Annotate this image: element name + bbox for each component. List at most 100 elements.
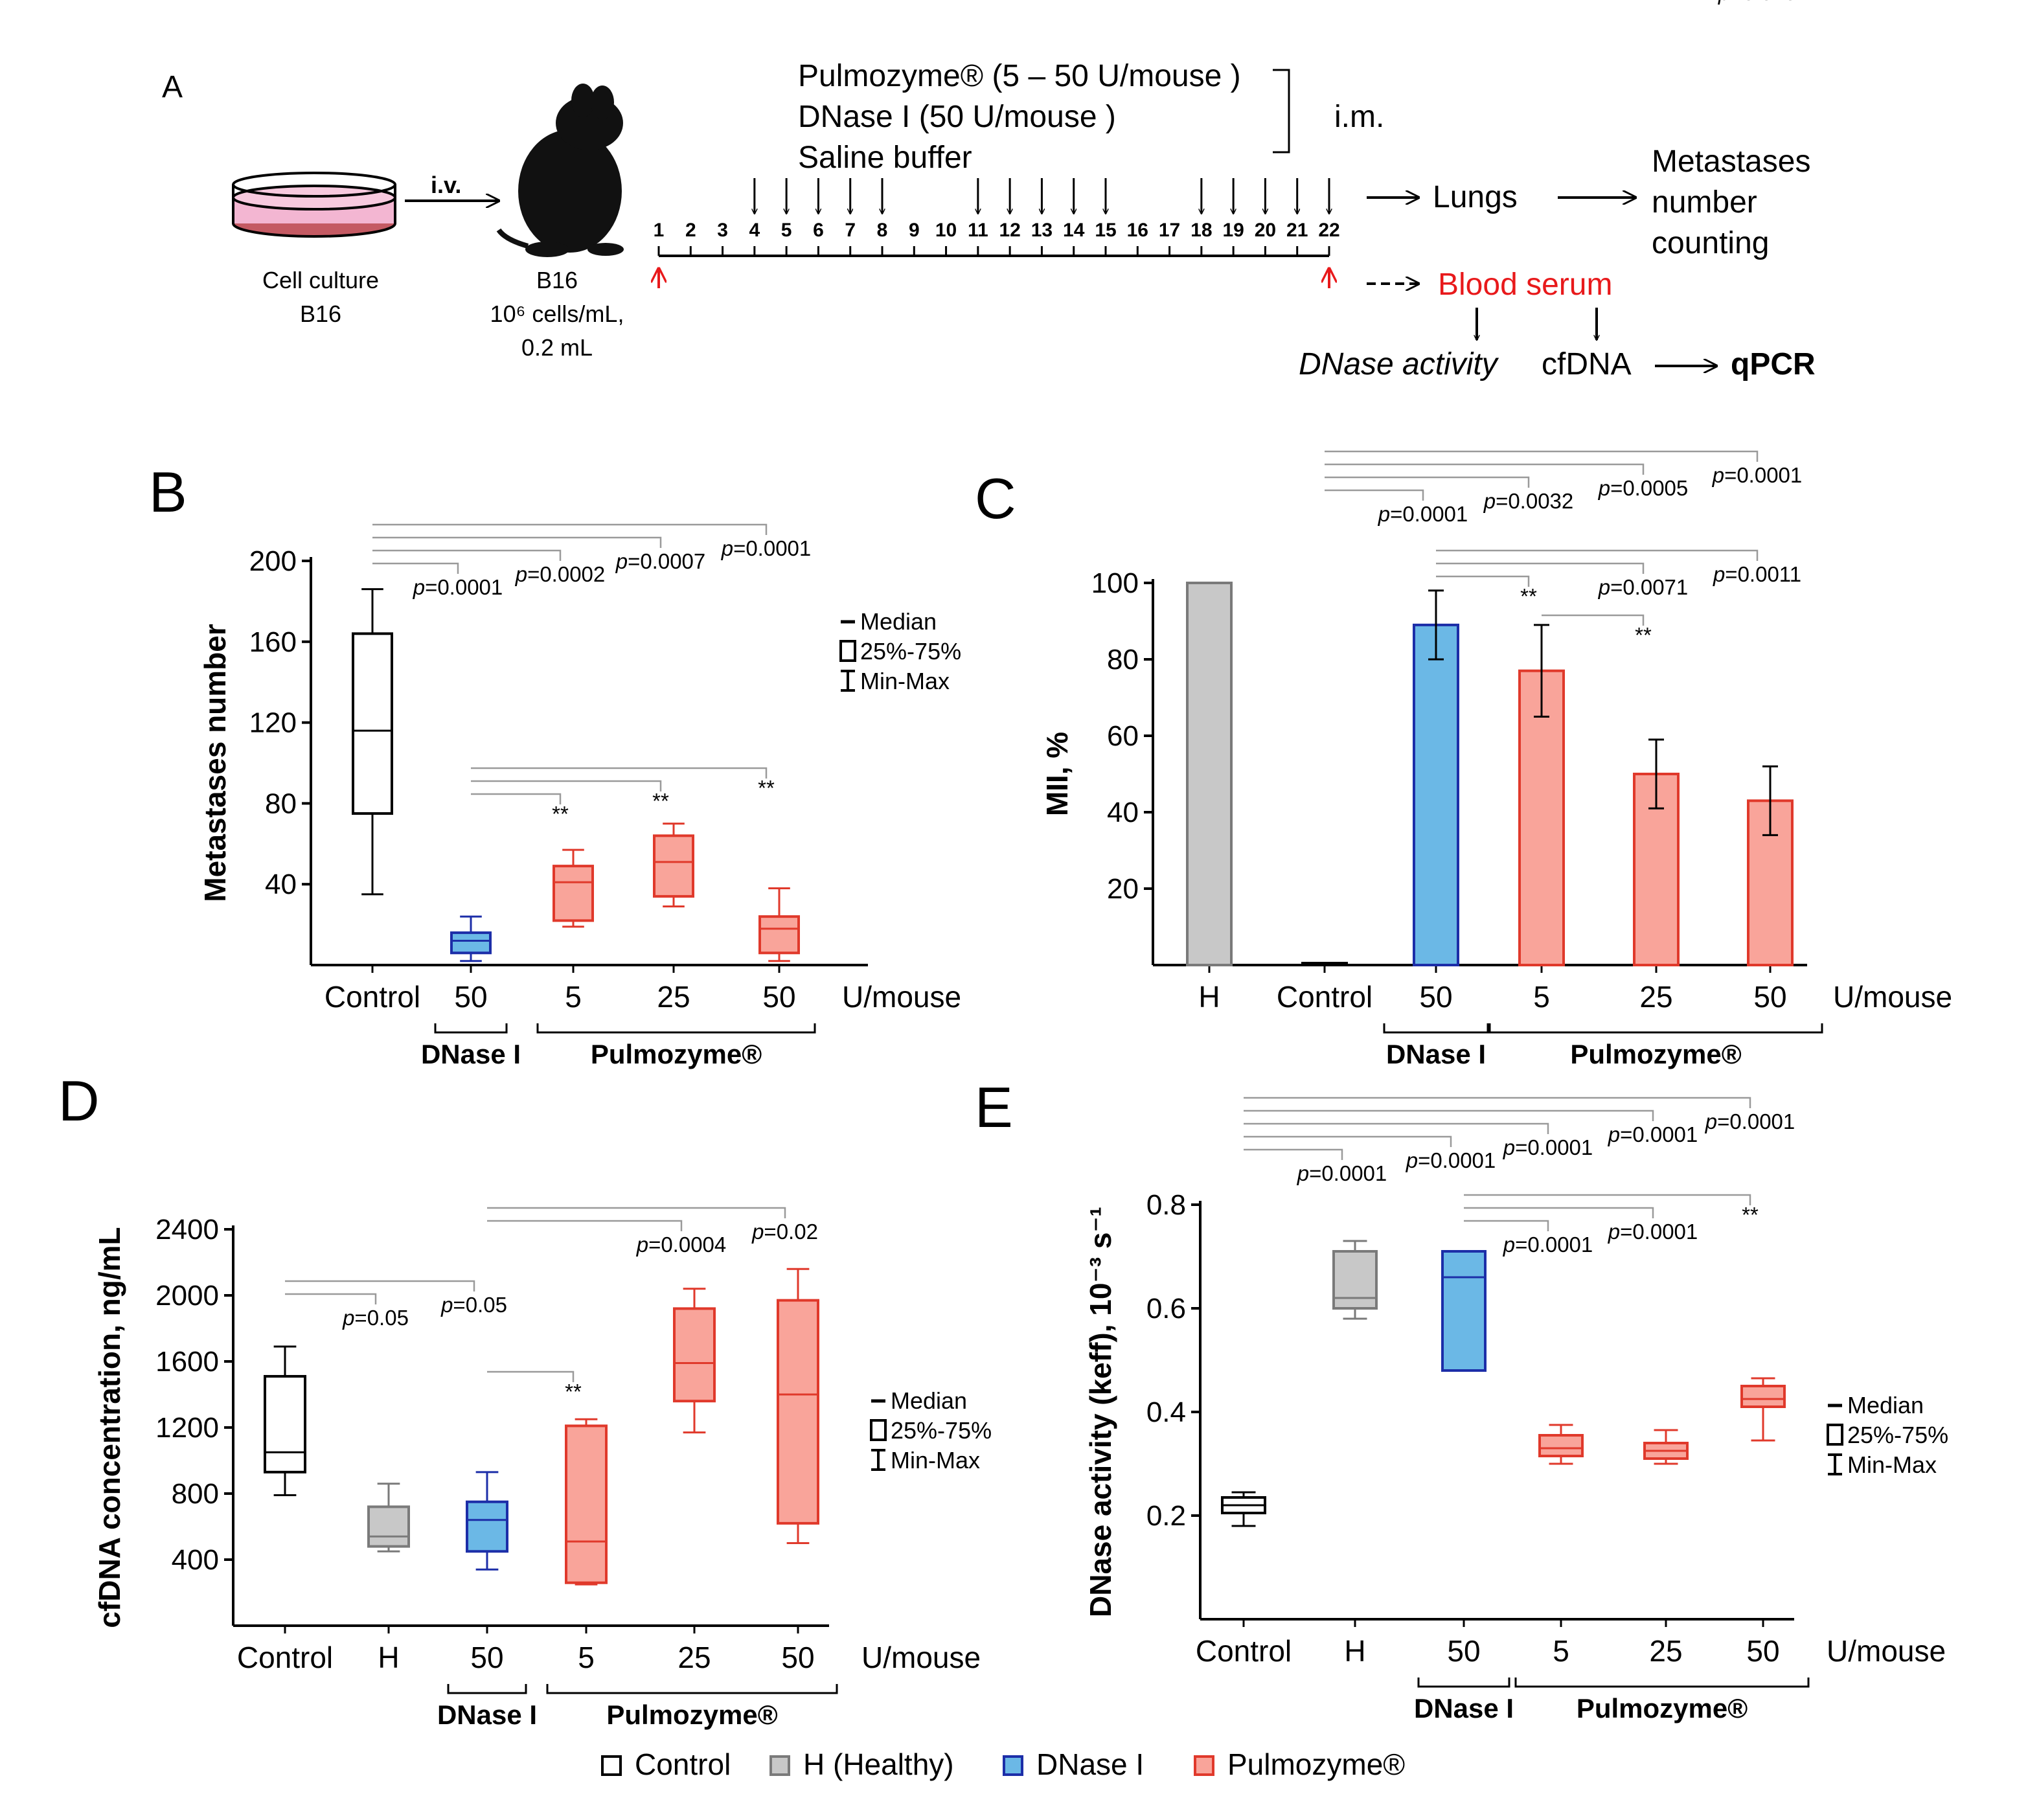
timeline-day-label: 9 xyxy=(909,220,920,241)
treatment-bracket xyxy=(1273,69,1290,154)
comparison-line xyxy=(1325,489,1424,501)
timeline-day-label: 15 xyxy=(1095,220,1116,241)
treatment-saline-label: Saline buffer xyxy=(798,141,972,175)
box-iqr xyxy=(653,834,694,898)
bar xyxy=(1301,962,1348,967)
x-tick-label: 50 xyxy=(781,1641,814,1674)
group-label: Pulmozyme® xyxy=(591,1039,762,1069)
y-tick-label: 80 xyxy=(1107,644,1139,676)
y-tick-label: 60 xyxy=(1107,720,1139,752)
y-tick-label: 0.8 xyxy=(1146,1189,1186,1221)
x-tick-label: Control xyxy=(325,980,420,1014)
x-unit-label: U/mouse xyxy=(1833,980,1952,1014)
comparison-line xyxy=(1436,562,1645,574)
comparison-label: p=0.0005 xyxy=(1598,476,1689,500)
comparison-label: ** xyxy=(552,802,569,826)
legend-median-label: Median xyxy=(860,608,937,635)
group-label: Pulmozyme® xyxy=(606,1700,777,1730)
comparison-line xyxy=(471,793,562,804)
x-tick-label: 5 xyxy=(1553,1634,1569,1668)
comparison-line xyxy=(1464,1207,1654,1218)
metastases-counting-label: counting xyxy=(1652,226,1769,260)
legend-range-swatch xyxy=(841,670,855,692)
timeline-day-label: 19 xyxy=(1222,220,1244,241)
y-tick-label: 2000 xyxy=(155,1280,219,1312)
x-tick-label: H xyxy=(1198,980,1220,1014)
box-iqr xyxy=(450,931,492,955)
cfdna-label: cfDNA xyxy=(1542,347,1632,381)
timeline-day-label: 21 xyxy=(1286,220,1308,241)
x-unit-label: U/mouse xyxy=(842,980,961,1014)
legend-swatch-dnase xyxy=(1003,1755,1023,1776)
y-tick-label: 0.2 xyxy=(1146,1500,1186,1532)
comparison-label: ** xyxy=(1520,584,1537,608)
x-tick-label: 25 xyxy=(1649,1634,1682,1668)
metastases-label: Metastases xyxy=(1652,144,1810,179)
comparison-label: p=0.05 xyxy=(342,1306,409,1330)
x-tick-label: 5 xyxy=(565,980,582,1014)
timeline-day-label: 10 xyxy=(935,220,957,241)
y-tick-label: 0.6 xyxy=(1146,1293,1186,1325)
comparison-label: p=0.0002 xyxy=(515,562,606,586)
y-tick-label: 200 xyxy=(249,545,297,577)
comparison-line xyxy=(1244,1097,1751,1108)
comparison-line xyxy=(372,523,768,535)
timeline-day-label: 3 xyxy=(717,220,728,241)
box-iqr xyxy=(264,1374,306,1473)
box-iqr xyxy=(466,1500,508,1553)
panel-d: D 400 800 1200 1600 2000 2400 Control H 50 5 25 50 U… xyxy=(58,1069,992,1730)
comparison-label: p=0.0001 xyxy=(721,536,812,560)
legend-label-healthy: H (Healthy) xyxy=(803,1747,954,1781)
y-axis-label: Metastases number xyxy=(198,624,232,902)
y-tick-label: 160 xyxy=(249,626,297,658)
legend-label-pulmo: Pulmozyme® xyxy=(1227,1747,1405,1781)
timeline-day-label: 11 xyxy=(968,220,988,241)
x-tick-label: 50 xyxy=(1447,1634,1480,1668)
timeline-day-label: 2 xyxy=(685,220,696,241)
box-iqr xyxy=(1538,1434,1584,1457)
legend-swatch-pulmo xyxy=(1194,1755,1214,1776)
comparison-line xyxy=(1325,463,1645,475)
legend-range-label: Min-Max xyxy=(1847,1451,1937,1478)
group-label: Pulmozyme® xyxy=(1570,1039,1741,1069)
timeline-day-label: 7 xyxy=(845,220,856,241)
x-tick-label: 25 xyxy=(1639,980,1672,1014)
y-tick-label: 40 xyxy=(265,869,297,900)
group-bracket xyxy=(1488,1023,1823,1034)
group-bracket xyxy=(1417,1678,1510,1688)
box-iqr xyxy=(758,915,800,955)
timeline-day-label: 1 xyxy=(654,220,665,241)
y-tick-label: 0.4 xyxy=(1146,1396,1186,1428)
legend-label-control: Control xyxy=(635,1747,731,1781)
legend-range-swatch xyxy=(1828,1453,1842,1475)
x-tick-label: H xyxy=(378,1641,399,1674)
group-bracket xyxy=(1383,1023,1489,1034)
panel-b-letter: B xyxy=(149,460,187,524)
comparison-label: p=0.0011 xyxy=(1713,562,1801,586)
box-iqr xyxy=(1441,1250,1487,1372)
blood-serum-label: Blood serum xyxy=(1438,267,1612,302)
y-tick-label: 120 xyxy=(249,707,297,739)
x-tick-label: Control xyxy=(237,1641,333,1674)
b16-cells-label: 10⁶ cells/mL, xyxy=(490,301,624,327)
comparison-line xyxy=(1244,1135,1452,1147)
x-tick-label: 50 xyxy=(1746,1634,1779,1668)
legend-median-label: Median xyxy=(891,1387,967,1414)
mouse-icon xyxy=(496,84,624,257)
bar xyxy=(1518,669,1565,966)
box-iqr xyxy=(777,1299,819,1525)
comparison-line xyxy=(1436,575,1530,587)
bar xyxy=(1633,773,1680,966)
comparison-line xyxy=(1542,614,1645,626)
timeline-day-label: 12 xyxy=(999,220,1020,241)
group-bracket xyxy=(447,1684,527,1694)
comparison-line xyxy=(1325,450,1759,462)
legend-swatch-control xyxy=(601,1755,622,1776)
b16-volume-label: 0.2 mL xyxy=(521,334,593,361)
comparison-label: p=0.0004 xyxy=(636,1233,727,1257)
box-iqr xyxy=(1740,1385,1786,1408)
panel-e-letter: E xyxy=(975,1075,1013,1139)
group-bracket xyxy=(434,1023,508,1034)
b16-label: B16 xyxy=(536,267,578,293)
